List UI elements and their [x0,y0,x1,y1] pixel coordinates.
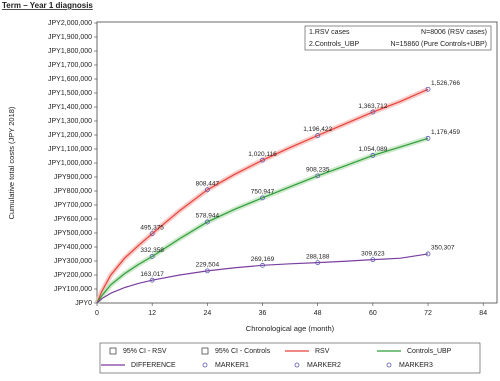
y-tick-label: JPY1,700,000 [48,62,92,69]
y-tick-label: JPY700,000 [54,202,92,209]
marker [425,135,431,141]
data-label: 288,188 [306,253,330,260]
legend-label: RSV [315,348,330,355]
y-tick-label: JPY1,200,000 [48,132,92,139]
data-label: 1,020,116 [248,151,277,158]
x-tick-label: 84 [479,310,487,317]
x-axis-label: Chronological age (month) [246,324,335,333]
marker [149,231,155,237]
data-label: 350,307 [431,245,455,252]
marker [315,260,321,266]
annotation: 1.RSV cases [309,29,350,36]
x-tick-label: 60 [369,310,377,317]
x-tick-label: 24 [203,310,211,317]
y-tick-label: JPY500,000 [54,230,92,237]
line [96,137,429,304]
data-label: 309,623 [361,250,385,257]
data-label: 1,526,766 [431,80,460,87]
plot-frame [96,21,498,304]
marker [370,257,376,263]
annotation: 2.Controls_UBP [309,41,360,48]
y-tick-label: JPY2,000,000 [48,20,92,27]
data-label: 1,196,422 [303,126,332,133]
x-tick-label: 12 [148,310,156,317]
legend-swatch [386,362,392,368]
data-label: 163,017 [140,271,164,278]
legend-label: DIFFERENCE [131,362,176,369]
legend-swatch [202,362,208,368]
data-label: 578,944 [196,213,220,220]
marker [204,187,210,193]
y-tick-label: JPY1,300,000 [48,118,92,125]
marker [260,195,265,201]
line [96,88,429,304]
legend-swatch [201,347,209,355]
legend-swatch [109,347,117,355]
chart-title: Term – Year 1 diagnosis [2,1,93,10]
y-tick-label: JPY600,000 [54,216,92,223]
marker [370,153,376,158]
data-label: 1,363,712 [358,103,387,110]
marker [204,219,210,225]
marker [370,109,376,115]
y-tick-label: JPY200,000 [54,272,92,279]
line [96,253,429,304]
data-label: 750,947 [251,189,275,196]
legend-label: 95% CI - RSV [123,348,167,355]
marker [260,262,265,268]
y-tick-label: JPY300,000 [54,258,92,265]
data-label: 332,358 [140,247,164,254]
data-label: 1,176,459 [431,129,460,136]
legend [99,342,481,374]
y-tick-label: JPY1,800,000 [48,48,92,55]
y-tick-label: JPY1,000,000 [48,160,92,167]
data-label: 495,375 [140,224,164,231]
legend-label: 95% CI - Controls [215,348,271,355]
marker [425,86,431,92]
legend-swatch [294,362,300,368]
data-label: 269,169 [251,256,275,263]
ci-band [94,135,429,305]
marker [149,254,155,259]
y-tick-label: JPY1,500,000 [48,90,92,97]
data-label: 908,235 [306,167,330,174]
x-tick-label: 36 [259,310,267,317]
y-tick-label: JPY0 [75,300,92,307]
marker [149,277,155,283]
marker [204,268,210,274]
legend-label: Controls_UBP [407,348,452,355]
y-tick-label: JPY1,100,000 [48,146,92,153]
y-tick-label: JPY1,900,000 [48,34,92,41]
data-label: 1,054,089 [358,146,387,153]
legend-label: MARKER3 [399,362,433,369]
y-tick-label: JPY800,000 [54,188,92,195]
y-tick-label: JPY100,000 [54,286,92,293]
y-tick-label: JPY900,000 [54,174,92,181]
legend-label: MARKER1 [215,362,249,369]
legend-label: MARKER2 [307,362,341,369]
x-tick-label: 48 [314,310,322,317]
y-tick-label: JPY1,400,000 [48,104,92,111]
annotation: N=15860 (Pure Controls+UBP) [391,41,488,48]
y-axis-label: Cumulative total costs (JPY 2018) [7,106,16,219]
info-box [304,25,492,51]
annotation: N=8006 (RSV cases) [421,29,487,36]
data-label: 229,504 [196,262,220,269]
marker [315,133,321,138]
marker [260,157,265,163]
marker [425,251,431,257]
x-tick-label: 72 [424,310,432,317]
y-tick-label: JPY1,600,000 [48,76,92,83]
data-label: 808,447 [196,181,220,188]
x-tick-label: 0 [95,310,99,317]
marker [315,173,321,179]
y-tick-label: JPY400,000 [54,244,92,251]
